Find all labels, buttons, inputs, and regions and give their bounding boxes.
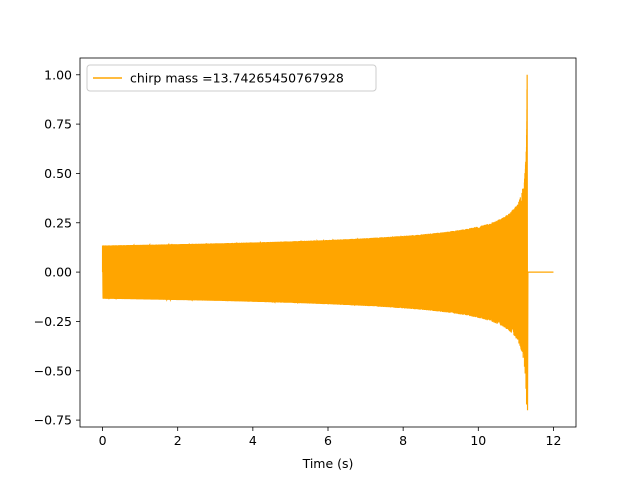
x-tick-label: 2 xyxy=(174,433,182,448)
x-tick-label: 8 xyxy=(399,433,407,448)
y-tick-label: −0.25 xyxy=(34,314,72,329)
x-tick-label: 10 xyxy=(470,433,486,448)
y-tick-label: −0.75 xyxy=(34,413,72,428)
y-axis: −0.75 −0.50 −0.25 0.00 0.25 0.50 0.75 1.00 xyxy=(34,67,80,428)
legend-box xyxy=(86,64,377,92)
x-tick-label: 0 xyxy=(99,433,107,448)
x-axis-label: Time (s) xyxy=(302,456,354,471)
y-tick-label: 0.50 xyxy=(44,166,72,181)
legend: chirp mass =13.74265450767928 xyxy=(86,64,377,92)
y-tick-label: 0.00 xyxy=(44,265,72,280)
x-axis: 0 2 4 6 8 10 12 xyxy=(99,427,562,448)
x-tick-label: 6 xyxy=(324,433,332,448)
y-tick-label: −0.50 xyxy=(34,363,72,378)
y-tick-label: 0.25 xyxy=(44,215,72,230)
x-tick-label: 12 xyxy=(546,433,562,448)
x-tick-label: 4 xyxy=(249,433,257,448)
y-tick-label: 0.75 xyxy=(44,117,72,132)
series-line xyxy=(101,74,554,411)
legend-label: chirp mass =13.74265450767928 xyxy=(130,71,344,86)
plot-area xyxy=(101,74,554,411)
y-tick-label: 1.00 xyxy=(44,67,72,82)
